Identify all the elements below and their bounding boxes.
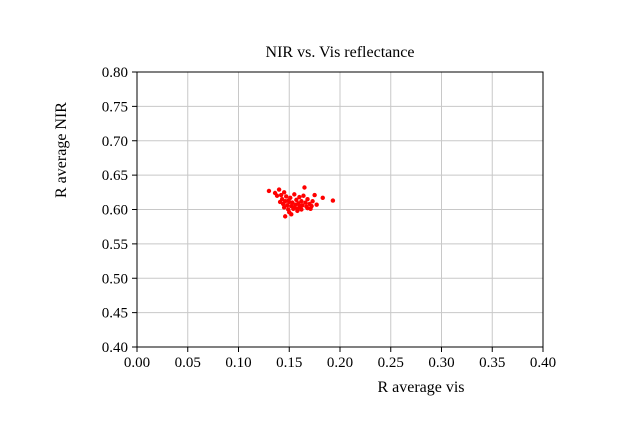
data-point bbox=[305, 196, 310, 202]
y-tick-label: 0.45 bbox=[102, 306, 128, 322]
data-point bbox=[309, 203, 314, 209]
y-tick-label: 0.40 bbox=[102, 340, 128, 356]
data-point bbox=[305, 205, 310, 211]
data-point bbox=[286, 198, 291, 203]
data-point bbox=[299, 199, 304, 204]
data-point bbox=[297, 194, 302, 200]
y-tick-label: 0.80 bbox=[102, 65, 128, 81]
data-point bbox=[301, 193, 306, 198]
data-point bbox=[285, 203, 290, 208]
data-point bbox=[276, 187, 282, 192]
data-point bbox=[284, 194, 289, 199]
data-point bbox=[294, 197, 299, 203]
x-tick-label: 0.00 bbox=[124, 355, 150, 371]
data-point bbox=[281, 190, 287, 195]
data-point bbox=[297, 203, 302, 208]
x-tick-label: 0.25 bbox=[378, 355, 404, 371]
data-point bbox=[300, 203, 305, 208]
y-tick-label: 0.70 bbox=[102, 134, 128, 150]
data-point bbox=[330, 198, 336, 203]
data-point bbox=[282, 214, 288, 219]
data-point bbox=[310, 199, 315, 204]
data-point bbox=[320, 195, 325, 201]
data-point bbox=[314, 202, 319, 207]
data-points bbox=[266, 185, 336, 219]
data-point bbox=[292, 192, 297, 197]
data-point bbox=[303, 200, 308, 205]
data-point bbox=[274, 193, 280, 198]
x-tick-label: 0.05 bbox=[175, 355, 201, 371]
data-point bbox=[289, 212, 294, 217]
x-axis-label: R average vis bbox=[377, 379, 464, 396]
x-tick-label: 0.35 bbox=[479, 355, 505, 371]
x-tick-label: 0.10 bbox=[225, 355, 251, 371]
data-point bbox=[312, 192, 317, 198]
y-tick-label: 0.75 bbox=[102, 99, 128, 115]
y-tick-label: 0.50 bbox=[102, 271, 128, 287]
data-point bbox=[266, 188, 272, 194]
x-tick-label: 0.20 bbox=[327, 355, 353, 371]
data-point bbox=[299, 207, 304, 212]
x-tick-label: 0.30 bbox=[428, 355, 454, 371]
chart-title: NIR vs. Vis reflectance bbox=[266, 44, 415, 61]
data-point bbox=[278, 192, 284, 198]
x-tick-label: 0.40 bbox=[530, 355, 556, 371]
y-tick-label: 0.55 bbox=[102, 237, 128, 253]
y-tick-label: 0.65 bbox=[102, 168, 128, 184]
y-axis-label: R average NIR bbox=[53, 102, 70, 198]
data-point bbox=[302, 185, 307, 190]
x-tick-label: 0.15 bbox=[276, 355, 302, 371]
y-tick-label: 0.60 bbox=[102, 203, 128, 219]
grid bbox=[136, 71, 544, 348]
axis-ticks: 0.00 0.05 0.10 0.15 0.20 0.25 0.30 0.35 0.40 0.40… bbox=[102, 65, 556, 371]
data-point bbox=[277, 199, 283, 205]
data-point bbox=[292, 205, 297, 210]
